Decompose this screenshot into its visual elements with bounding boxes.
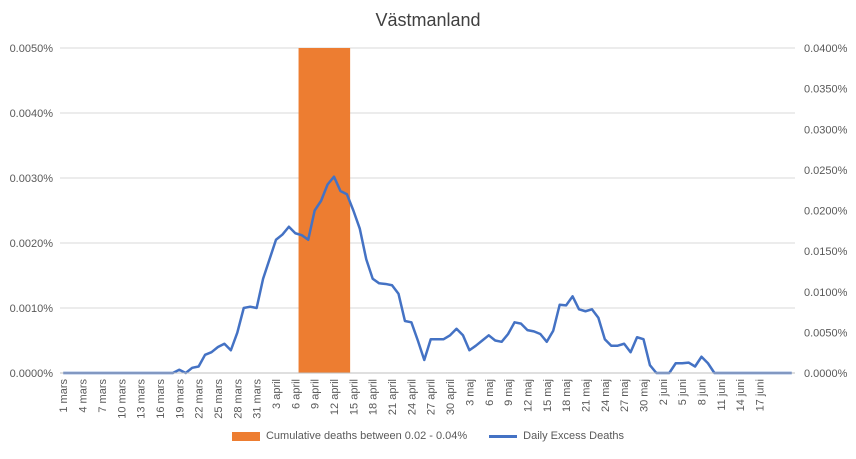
x-tick-label: 22 mars [194,379,206,419]
y-right-tick-label: 0.0000% [804,368,848,380]
x-tick-label: 25 mars [213,379,225,419]
x-tick-label: 16 mars [155,379,167,419]
x-tick-label: 21 april [387,379,399,415]
chart-legend: Cumulative deaths between 0.02 - 0.04% D… [0,430,856,442]
y-left-tick-label: 0.0030% [10,173,54,185]
x-tick-label: 4 mars [78,379,90,413]
x-tick-label: 6 april [290,379,302,409]
x-tick-label: 30 april [445,379,457,415]
x-tick-label: 17 juni [755,379,767,411]
chart-title: Västmanland [375,10,481,30]
legend-line-label: Daily Excess Deaths [523,430,625,442]
x-tick-label: 27 maj [619,379,631,412]
y-left-tick-label: 0.0050% [10,43,54,55]
x-tick-label: 28 mars [232,379,244,419]
y-right-tick-label: 0.0100% [804,287,848,299]
y-right-tick-label: 0.0350% [804,84,848,96]
y-left-tick-label: 0.0000% [10,368,54,380]
x-tick-label: 31 mars [252,379,264,419]
x-tick-label: 12 maj [522,379,534,412]
x-tick-label: 15 maj [542,379,554,412]
y-left-tick-label: 0.0010% [10,303,54,315]
x-tick-label: 18 maj [561,379,573,412]
x-tick-label: 8 juni [697,379,709,405]
y-right-tick-label: 0.0250% [804,165,848,177]
legend-bar-swatch [231,431,260,441]
y-right-tick-label: 0.0200% [804,206,848,218]
y-right-tick-label: 0.0300% [804,124,848,136]
x-tick-label: 2 juni [658,379,670,405]
x-tick-label: 24 april [406,379,418,415]
legend-bar-label: Cumulative deaths between 0.02 - 0.04% [265,430,468,442]
x-tick-label: 27 april [426,379,438,415]
y-right-tick-label: 0.0150% [804,246,848,258]
x-tick-label: 3 april [271,379,283,409]
x-tick-label: 18 april [368,379,380,415]
x-tick-label: 9 april [310,379,322,409]
x-tick-label: 24 maj [600,379,612,412]
x-tick-label: 30 maj [638,379,650,412]
x-tick-label: 9 maj [503,379,515,406]
x-tick-label: 6 maj [484,379,496,406]
x-tick-label: 21 maj [580,379,592,412]
bar-cumulative-deaths [298,48,351,373]
x-tick-label: 11 juni [716,379,728,411]
legend-line-swatch [489,434,518,438]
x-tick-label: 13 mars [136,379,148,419]
x-tick-label: 5 juni [677,379,689,405]
x-tick-label: 10 mars [116,379,128,419]
y-left-tick-label: 0.0040% [10,108,54,120]
x-tick-label: 3 maj [464,379,476,406]
line-daily-excess-deaths [63,175,792,375]
y-right-tick-label: 0.0050% [804,327,848,339]
legend-item-bar: Cumulative deaths between 0.02 - 0.04% [231,430,468,442]
x-tick-label: 14 juni [735,379,747,411]
y-left-tick-label: 0.0020% [10,238,54,250]
x-tick-label: 7 mars [97,379,109,413]
legend-item-line: Daily Excess Deaths [489,430,624,442]
x-tick-label: 1 mars [58,379,70,413]
x-tick-label: 19 mars [174,379,186,419]
x-tick-label: 12 april [329,379,341,415]
x-tick-label: 15 april [348,379,360,415]
y-right-tick-label: 0.0400% [804,43,848,55]
